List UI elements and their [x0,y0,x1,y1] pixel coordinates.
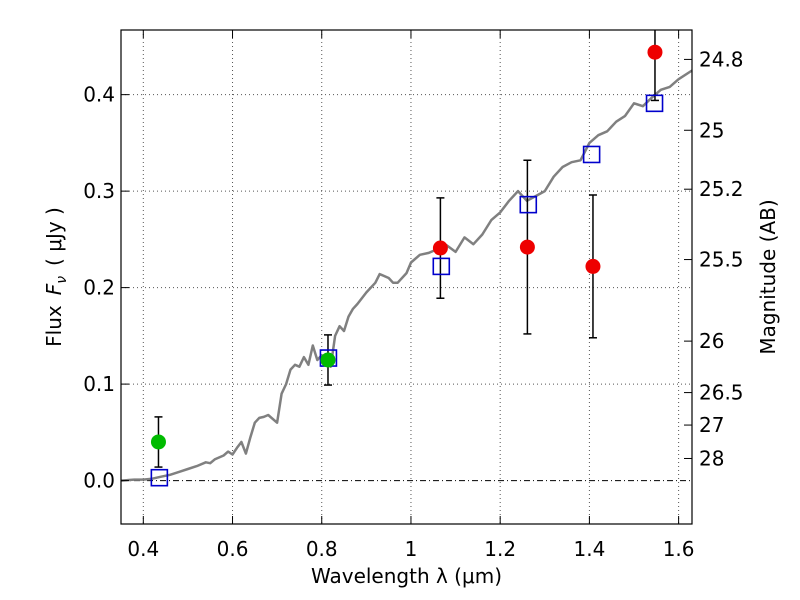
y-axis-label-unit: ( μJy ) [42,207,66,266]
x-tick-label: 1.4 [573,537,605,561]
model-square-point [519,195,538,214]
y2-tick-label: 25 [699,118,724,142]
y2-tick-label: 27 [699,413,724,437]
plot-frame [120,29,693,525]
y-axis-label-subscript: ν [54,276,70,284]
red-data-point [585,258,601,274]
red-data-point [519,239,535,255]
y-axis-label-symbol: F [42,283,66,295]
axis-ticks: 0.4 0.6 0.8 1 1.2 1.4 1.6 0.0 0.1 0.2 0.3 0.4 24.8 25… [83,30,744,561]
y-axis-label-prefix: Flux [42,305,66,347]
y2-tick-label: 26.5 [699,381,744,405]
y-tick-label: 0.3 [83,179,115,203]
model-square-point [432,257,451,276]
y-tick-label: 0.0 [83,469,115,493]
model-spectrum-line [120,69,693,482]
y-tick-label: 0.1 [83,372,115,396]
y2-axis-label: Magnitude (AB) [756,199,780,354]
green-data-point [150,434,166,450]
green-data-point [320,352,336,368]
model-square-point [150,468,169,487]
y2-tick-label: 25.5 [699,248,744,272]
y2-tick-label: 25.2 [699,177,744,201]
x-tick-label: 1.6 [663,537,695,561]
y2-tick-label: 24.8 [699,47,744,71]
red-data-point [432,240,448,256]
y-tick-label: 0.2 [83,276,115,300]
model-square-point [645,94,664,113]
y-axis-label: Flux Fν ( μJy ) [42,207,70,347]
y2-tick-label: 28 [699,446,724,470]
y2-tick-label: 26 [699,329,724,353]
x-tick-label: 0.4 [127,537,159,561]
model-square-point [582,145,601,164]
x-tick-label: 1 [405,537,418,561]
x-tick-label: 0.6 [217,537,249,561]
red-data-point [647,44,663,60]
x-axis-label: Wavelength λ (μm) [311,564,502,588]
x-tick-label: 1.2 [484,537,516,561]
x-tick-label: 0.8 [306,537,338,561]
plot-area [120,30,693,487]
y-tick-label: 0.4 [83,83,115,107]
